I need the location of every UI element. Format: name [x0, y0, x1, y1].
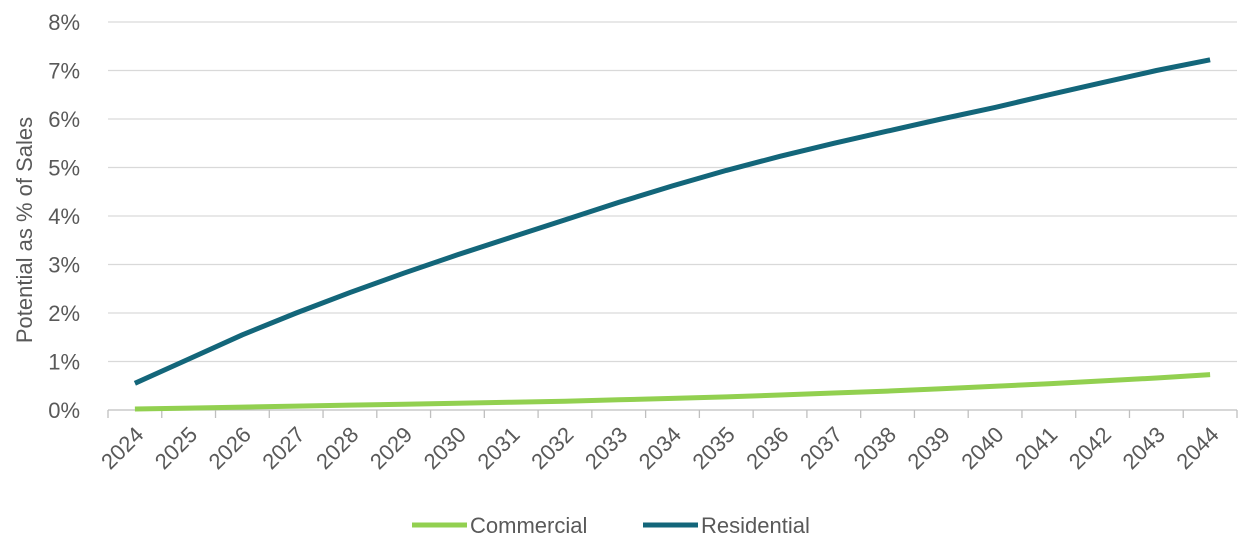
legend: Commercial Residential: [412, 513, 810, 538]
x-tick-label: 2029: [365, 422, 417, 474]
y-tick-label: 3%: [48, 253, 80, 278]
axes: [107, 409, 1238, 418]
y-tick-label: 6%: [48, 107, 80, 132]
x-tick-label: 2040: [956, 422, 1008, 474]
legend-item-commercial: Commercial: [412, 513, 587, 538]
y-tick-label: 0%: [48, 398, 80, 423]
x-tick-label: 2034: [634, 422, 686, 474]
x-tick-label: 2030: [419, 422, 471, 474]
x-tick-label: 2024: [96, 422, 148, 474]
x-tick-label: 2033: [580, 422, 632, 474]
x-tick-label: 2027: [257, 422, 309, 474]
legend-item-residential: Residential: [643, 513, 810, 538]
x-tick-label: 2026: [204, 422, 256, 474]
gridlines: [108, 21, 1237, 363]
x-tick-label: 2031: [472, 422, 524, 474]
series-line-commercial: [134, 372, 1211, 412]
x-tick-label: 2042: [1064, 422, 1116, 474]
x-tick-labels: 2024 2025 2026 2027 2028 2029 2030 2031 2032 2033…: [96, 422, 1224, 474]
y-tick-label: 8%: [48, 10, 80, 35]
legend-label: Residential: [701, 513, 810, 538]
x-tick-label: 2025: [150, 422, 202, 474]
y-tick-label: 5%: [48, 156, 80, 181]
x-tick-label: 2028: [311, 422, 363, 474]
series-lines: [133, 57, 1211, 412]
x-tick-label: 2041: [1010, 422, 1062, 474]
y-tick-label: 7%: [48, 59, 80, 84]
legend-label: Commercial: [470, 513, 587, 538]
x-tick-label: 2044: [1171, 422, 1223, 474]
x-tick-label: 2035: [688, 422, 740, 474]
x-tick-label: 2043: [1118, 422, 1170, 474]
x-tick-label: 2032: [526, 422, 578, 474]
series-line-residential: [133, 57, 1211, 386]
x-tick-label: 2037: [795, 422, 847, 474]
y-tick-label: 1%: [48, 350, 80, 375]
x-tick-label: 2038: [849, 422, 901, 474]
x-tick-label: 2039: [903, 422, 955, 474]
y-tick-label: 4%: [48, 204, 80, 229]
x-tick-label: 2036: [741, 422, 793, 474]
y-tick-label: 2%: [48, 301, 80, 326]
y-tick-labels: 0% 1% 2% 3% 4% 5% 6% 7% 8%: [48, 10, 80, 423]
y-axis-title: Potential as % of Sales: [12, 117, 37, 343]
